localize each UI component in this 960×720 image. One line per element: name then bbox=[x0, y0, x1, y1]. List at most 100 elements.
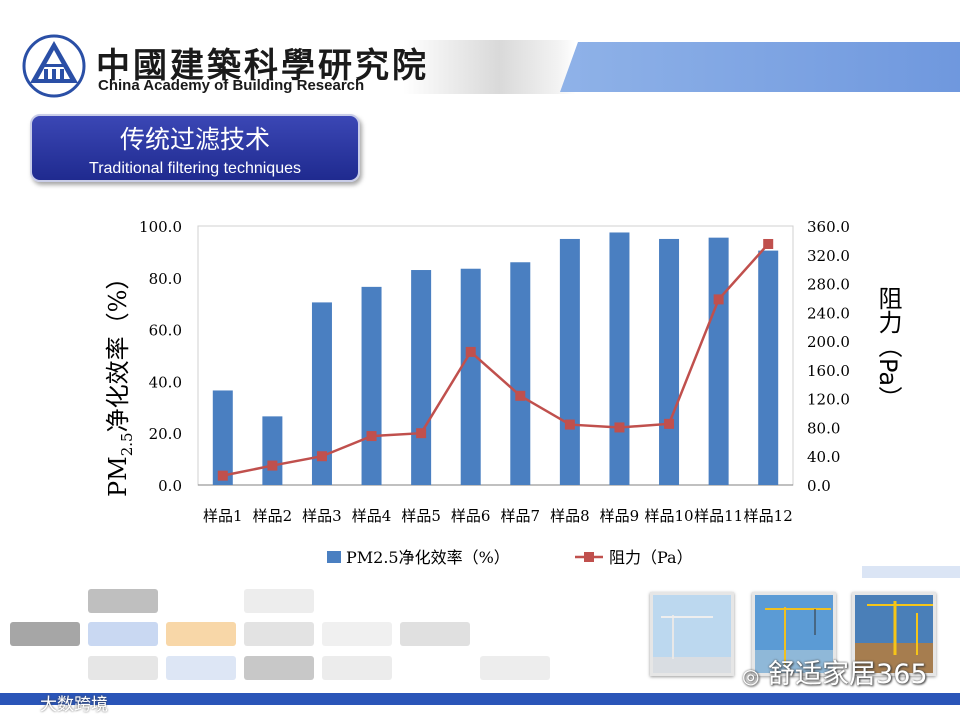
x-tick-label: 样品2 bbox=[253, 507, 293, 525]
marker-8 bbox=[564, 419, 575, 430]
marker-6 bbox=[465, 346, 476, 357]
y-axis-right-label: 阻力（Pa） bbox=[874, 286, 902, 410]
marker-2 bbox=[267, 460, 278, 471]
bar-1 bbox=[212, 390, 233, 485]
deco-strip bbox=[862, 566, 960, 578]
bar-3 bbox=[311, 302, 332, 485]
legend-swatch-efficiency bbox=[327, 551, 341, 563]
marker-12 bbox=[763, 238, 774, 249]
deco-block bbox=[88, 622, 158, 646]
x-tick-label: 样品1 bbox=[203, 507, 243, 525]
org-name-cn: 中國建築科學研究院 bbox=[96, 46, 429, 86]
y-right-tick-label: 120.0 bbox=[807, 391, 850, 409]
y-right-tick-label: 160.0 bbox=[807, 362, 850, 380]
x-tick-label: 样品8 bbox=[550, 507, 590, 525]
marker-1 bbox=[217, 470, 228, 481]
y-right-tick-label: 0.0 bbox=[807, 477, 831, 495]
y-left-tick-label: 0.0 bbox=[158, 477, 182, 495]
y-left-tick-label: 80.0 bbox=[149, 270, 182, 288]
marker-9 bbox=[614, 422, 625, 433]
legend-label-resistance: 阻力（Pa） bbox=[609, 548, 693, 567]
ylabel-left-main: PM bbox=[104, 456, 132, 497]
slide-title-box: 传统过滤技术 Traditional filtering techniques bbox=[30, 114, 360, 182]
deco-block bbox=[244, 656, 314, 680]
combo-chart: 0.0 20.0 40.0 60.0 80.0 100.0 0.0 40.0 80.0 120.… bbox=[104, 218, 902, 567]
y-left-tick-label: 40.0 bbox=[149, 373, 182, 391]
watermark-left: 大数跨境 bbox=[40, 695, 108, 715]
marker-7 bbox=[515, 390, 526, 401]
wechat-icon: ◎ bbox=[742, 664, 760, 688]
right-axis-ticks: 0.0 40.0 80.0 120.0 160.0 200.0 240.0 280.0 320.… bbox=[807, 218, 850, 495]
x-tick-label: 样品12 bbox=[744, 507, 793, 525]
photo-construction-2 bbox=[752, 592, 836, 676]
slide-title-en: Traditional filtering techniques bbox=[89, 160, 301, 177]
cabr-logo-icon bbox=[22, 34, 86, 98]
deco-block bbox=[88, 656, 158, 680]
y-left-tick-label: 100.0 bbox=[139, 218, 182, 236]
deco-block bbox=[244, 622, 314, 646]
slide-title-cn: 传统过滤技术 bbox=[119, 125, 270, 154]
deco-block bbox=[400, 622, 470, 646]
deco-block bbox=[166, 656, 236, 680]
bar-10 bbox=[659, 238, 680, 485]
x-tick-label: 样品10 bbox=[644, 507, 693, 525]
y-axis-left-label: PM2.5净化效率（%） bbox=[104, 266, 136, 497]
legend-label-efficiency: PM2.5净化效率（%） bbox=[346, 548, 510, 567]
photo-construction-1 bbox=[650, 592, 734, 676]
y-right-tick-label: 320.0 bbox=[807, 247, 850, 265]
y-right-tick-label: 200.0 bbox=[807, 333, 850, 351]
legend: PM2.5净化效率（%） 阻力（Pa） bbox=[327, 548, 693, 567]
y-right-tick-label: 80.0 bbox=[807, 419, 840, 437]
header-blue-band bbox=[560, 42, 960, 92]
y-right-tick-label: 240.0 bbox=[807, 304, 850, 322]
plot-area bbox=[197, 225, 794, 486]
resistance-line bbox=[222, 243, 770, 477]
marker-5 bbox=[416, 428, 427, 439]
org-name-en: China Academy of Building Research bbox=[98, 77, 365, 94]
ylabel-left-sub: 2.5 bbox=[118, 432, 136, 456]
bar-9 bbox=[609, 232, 630, 485]
deco-block bbox=[88, 589, 158, 613]
x-tick-label: 样品5 bbox=[401, 507, 441, 525]
legend-swatch-resistance-marker bbox=[584, 552, 594, 562]
resistance-markers bbox=[217, 238, 774, 481]
deco-block bbox=[244, 589, 314, 613]
bar-4 bbox=[361, 286, 382, 485]
bottom-bar bbox=[0, 693, 960, 705]
deco-block bbox=[10, 622, 80, 646]
y-left-tick-label: 60.0 bbox=[149, 322, 182, 340]
bar-8 bbox=[559, 238, 580, 485]
y-right-tick-label: 280.0 bbox=[807, 276, 850, 294]
x-tick-label: 样品4 bbox=[352, 507, 392, 525]
y-left-tick-label: 20.0 bbox=[149, 425, 182, 443]
x-tick-label: 样品6 bbox=[451, 507, 491, 525]
ylabel-left-rest: 净化效率（%） bbox=[104, 266, 132, 433]
marker-10 bbox=[664, 418, 675, 429]
bar-2 bbox=[262, 416, 283, 485]
x-tick-label: 样品3 bbox=[302, 507, 342, 525]
left-axis-ticks: 0.0 20.0 40.0 60.0 80.0 100.0 bbox=[139, 218, 182, 495]
bar-5 bbox=[411, 270, 432, 485]
watermark-right-text: 舒适家居365 bbox=[768, 659, 928, 690]
marker-3 bbox=[316, 451, 327, 462]
photo-construction-3 bbox=[852, 592, 936, 676]
bar-11 bbox=[708, 237, 729, 485]
deco-block bbox=[480, 656, 550, 680]
y-right-tick-label: 360.0 bbox=[807, 218, 850, 236]
bar-7 bbox=[510, 262, 531, 485]
deco-block bbox=[166, 622, 236, 646]
x-tick-label: 样品9 bbox=[600, 507, 640, 525]
marker-11 bbox=[713, 294, 724, 305]
deco-block bbox=[322, 656, 392, 680]
bar-12 bbox=[758, 250, 779, 485]
marker-4 bbox=[366, 431, 377, 442]
header: 中國建築科學研究院 China Academy of Building Rese… bbox=[0, 0, 960, 110]
bar-series bbox=[212, 232, 779, 485]
bar-6 bbox=[460, 268, 481, 485]
watermark-right: ◎ 舒适家居365 bbox=[742, 652, 928, 691]
deco-block bbox=[322, 622, 392, 646]
x-axis-labels: 样品1 样品2 样品3 样品4 样品5 样品6 样品7 样品8 样品9 样品10 样品11 样品12 bbox=[203, 507, 793, 525]
y-right-tick-label: 40.0 bbox=[807, 448, 840, 466]
x-tick-label: 样品11 bbox=[694, 507, 743, 525]
x-tick-label: 样品7 bbox=[501, 507, 541, 525]
